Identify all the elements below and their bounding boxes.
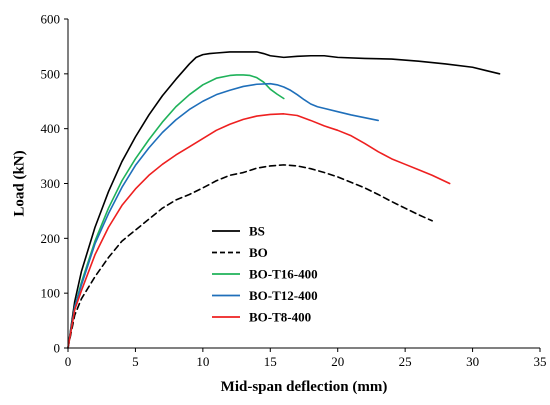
legend-label-bo: BO bbox=[249, 245, 268, 260]
series-line-bo bbox=[67, 164, 433, 349]
x-tick-label: 15 bbox=[264, 354, 277, 369]
legend: BS BO BO-T16-400 BO-T12-400 BO-T8-400 bbox=[212, 224, 318, 325]
x-tick-label: 35 bbox=[534, 354, 547, 369]
y-tick-label: 600 bbox=[41, 12, 61, 27]
x-tick-label: 10 bbox=[196, 354, 209, 369]
x-tick-label: 0 bbox=[65, 354, 72, 369]
legend-label-bs: BS bbox=[249, 224, 265, 239]
series-line-bo-t12-400 bbox=[67, 82, 379, 349]
y-tick-label: 0 bbox=[54, 341, 61, 356]
series-line-bo-t8-400 bbox=[67, 113, 451, 349]
plot-area bbox=[68, 19, 540, 348]
x-tick-label: 5 bbox=[132, 354, 139, 369]
y-tick-label: 100 bbox=[41, 286, 61, 301]
series-line-bo-t16-400 bbox=[67, 74, 285, 349]
x-tick-label: 25 bbox=[399, 354, 412, 369]
y-axis-title: Load (kN) bbox=[11, 150, 27, 216]
y-tick-label: 200 bbox=[41, 231, 61, 246]
y-tick-label: 400 bbox=[41, 121, 61, 136]
y-tick-label: 300 bbox=[41, 176, 61, 191]
y-tick-label: 500 bbox=[41, 66, 61, 81]
x-tick-label: 20 bbox=[331, 354, 344, 369]
plot-background bbox=[68, 19, 540, 348]
legend-label-bo-t16-400: BO-T16-400 bbox=[249, 267, 318, 282]
x-axis-title: Mid-span deflection (mm) bbox=[221, 379, 388, 395]
x-tick-label: 30 bbox=[466, 354, 479, 369]
series-line-bs bbox=[67, 51, 501, 349]
legend-label-bo-t12-400: BO-T12-400 bbox=[249, 288, 318, 303]
axis-layer: 0 5 10 15 20 25 30 35 0 100 200 300 400 500 600 bbox=[41, 12, 547, 370]
series-layer bbox=[67, 51, 501, 349]
legend-label-bo-t8-400: BO-T8-400 bbox=[249, 310, 311, 325]
